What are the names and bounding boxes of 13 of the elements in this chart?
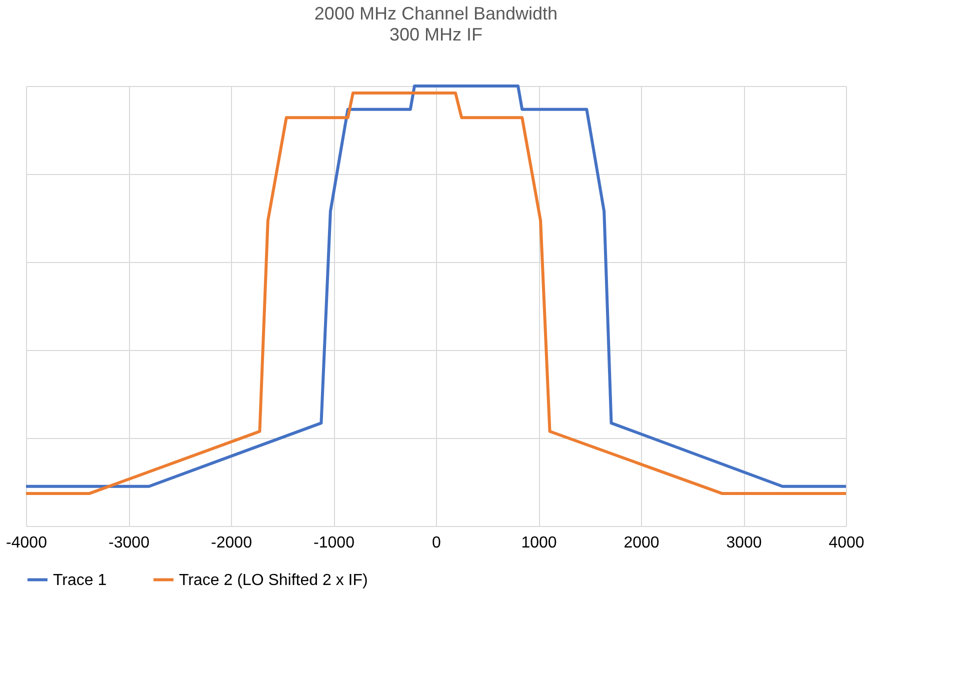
chart-subtitle: 300 MHz IF <box>389 24 483 44</box>
x-tick-label: 0 <box>432 534 442 552</box>
x-tick-label: -3000 <box>108 534 150 552</box>
x-tick-label: 1000 <box>521 534 557 552</box>
x-tick-label: -1000 <box>314 534 355 552</box>
chart-title: 2000 MHz Channel Bandwidth <box>314 4 558 24</box>
x-tick-label: 2000 <box>624 534 660 552</box>
x-tick-label: 3000 <box>726 534 762 552</box>
x-tick-label: -2000 <box>211 534 252 552</box>
legend-label: Trace 1 <box>53 572 107 589</box>
x-tick-label: 4000 <box>828 534 864 552</box>
legend-label: Trace 2 (LO Shifted 2 x IF) <box>179 572 368 589</box>
x-tick-label: -4000 <box>6 534 48 552</box>
